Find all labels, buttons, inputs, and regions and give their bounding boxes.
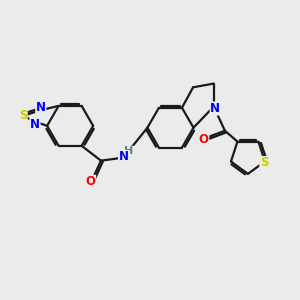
Text: N: N	[210, 102, 220, 115]
Text: S: S	[19, 110, 27, 122]
Text: N: N	[30, 118, 40, 131]
Text: N: N	[36, 101, 46, 114]
Text: N: N	[118, 150, 129, 164]
Text: O: O	[85, 175, 96, 188]
Text: O: O	[199, 133, 209, 146]
Text: S: S	[260, 157, 268, 169]
Text: H: H	[124, 146, 134, 156]
